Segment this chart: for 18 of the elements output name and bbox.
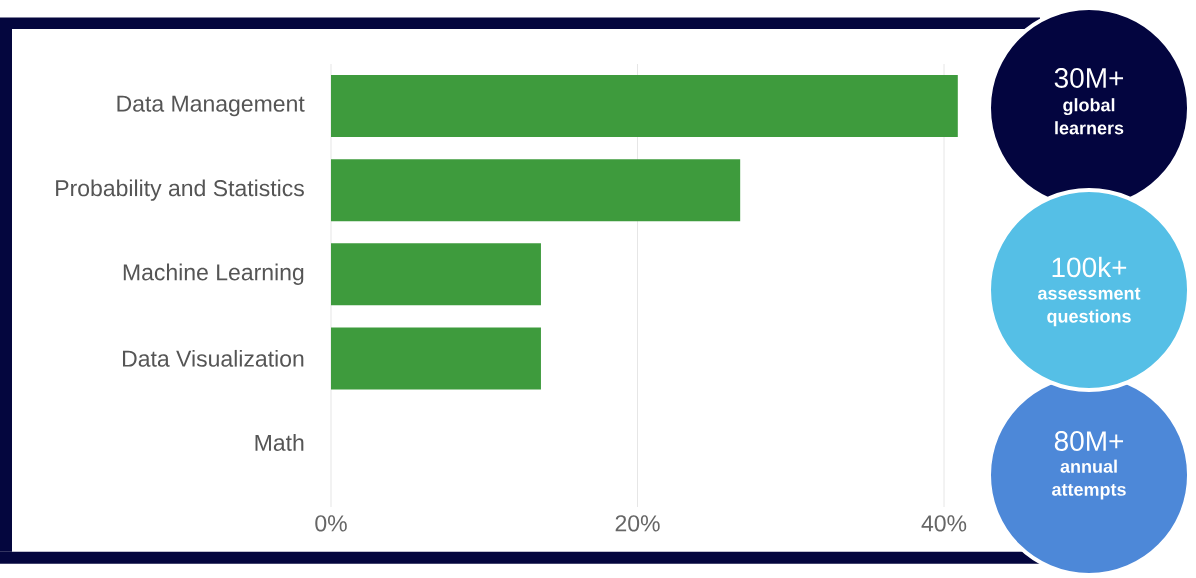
text: 100k+ — [1052, 256, 1127, 278]
y-tick-label: Math — [255, 434, 304, 451]
bar — [331, 243, 541, 306]
text: annual attempts — [1052, 459, 1126, 500]
x-tick-label: 20% — [615, 515, 660, 532]
y-tick-label: Data Management — [117, 95, 305, 117]
y-tick-label: Machine Learning — [123, 263, 304, 285]
text: 30M+ — [1054, 68, 1124, 88]
bar — [331, 327, 541, 390]
y-tick-label: Data Visualization — [122, 349, 304, 367]
text: assessment questions — [1038, 287, 1141, 327]
bar — [331, 75, 958, 138]
x-tick-label: 40% — [921, 515, 967, 532]
y-tick-label: Probability and Statistics — [56, 179, 304, 201]
bar — [331, 159, 741, 222]
text: 80M+ — [1054, 431, 1124, 451]
text: global learners — [1055, 98, 1124, 135]
x-tick-label: 0% — [315, 515, 347, 532]
